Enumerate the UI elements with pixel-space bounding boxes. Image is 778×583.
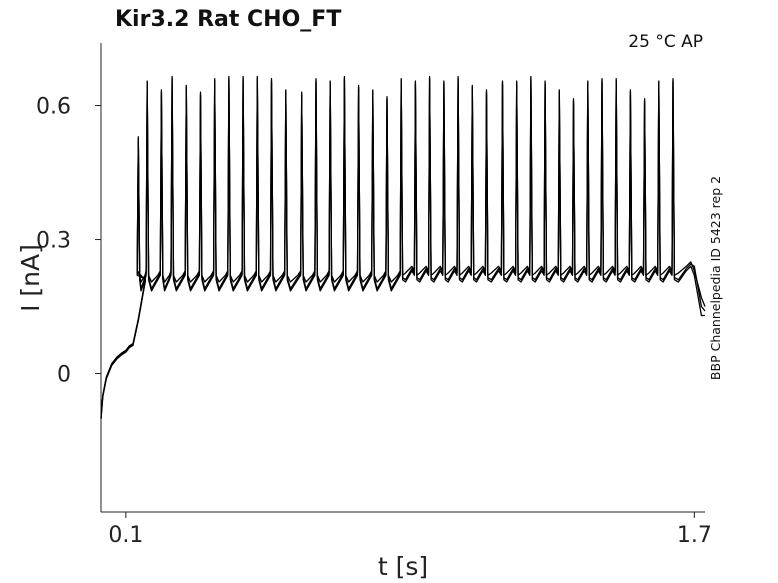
y-ticks: 0 0.3 0.6: [36, 95, 101, 388]
y-tick-label: 0.3: [36, 229, 71, 254]
condition-label: 25 °C AP: [628, 32, 703, 52]
x-axis-label: t [s]: [378, 552, 428, 581]
current-trace-rep-2: [100, 77, 706, 419]
x-tick-label: 0.1: [108, 523, 143, 548]
source-label: BBP Channelpedia ID 5423 rep 2: [708, 176, 723, 380]
current-traces: [100, 75, 706, 420]
x-ticks: 0.1 1.7: [108, 512, 712, 548]
y-axis-label: I [nA]: [16, 244, 45, 312]
x-tick-label: 1.7: [677, 523, 712, 548]
current-trace-rep-3: [100, 79, 705, 418]
y-tick-label: 0.6: [36, 95, 71, 120]
current-trace-rep-1: [100, 75, 706, 420]
chart-title: Kir3.2 Rat CHO_FT: [115, 7, 341, 32]
y-tick-label: 0: [57, 363, 71, 388]
